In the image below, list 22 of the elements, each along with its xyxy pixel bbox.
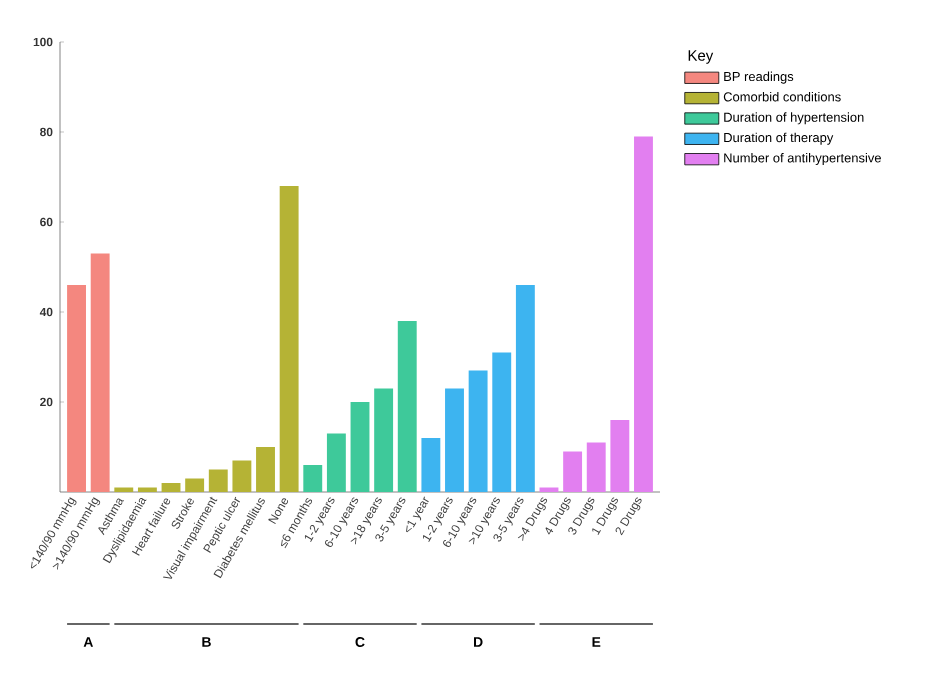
- bar: [421, 438, 441, 492]
- bar: [303, 465, 323, 492]
- bar: [185, 478, 205, 492]
- bar: [326, 433, 346, 492]
- bar: [67, 285, 86, 492]
- bar: [445, 388, 464, 492]
- bar: [397, 321, 417, 492]
- bar: [468, 370, 488, 492]
- bar: [563, 451, 583, 492]
- bar: [161, 483, 181, 492]
- bar: [279, 185, 299, 492]
- bar: [374, 388, 394, 492]
- bar: [634, 136, 653, 492]
- bar: [232, 460, 252, 492]
- bar: [256, 447, 275, 492]
- bar: [515, 285, 535, 492]
- bar: [610, 420, 630, 492]
- bar: [492, 352, 512, 492]
- bar: [350, 402, 370, 492]
- bar: [208, 469, 228, 492]
- bar: [90, 253, 110, 492]
- bar: [586, 442, 606, 492]
